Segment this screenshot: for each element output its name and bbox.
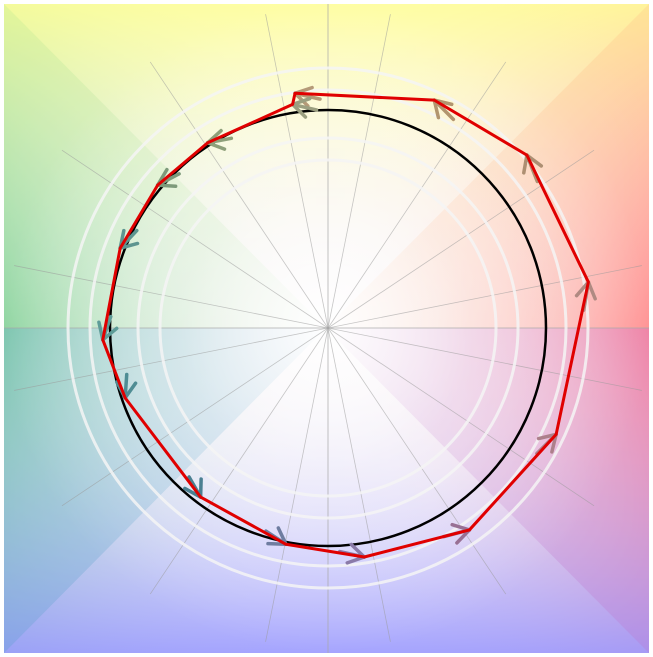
reference-circle-stroke — [108, 108, 548, 548]
chroma-ring — [136, 136, 520, 520]
chroma-ring — [66, 66, 590, 590]
hue-spoke — [327, 14, 391, 329]
arrow-head — [450, 522, 472, 532]
shift-arrow — [290, 96, 319, 119]
chroma-ring — [158, 158, 498, 498]
hue-spoke — [61, 149, 329, 329]
chroma-rings — [66, 66, 590, 590]
hue-spoke — [14, 327, 329, 391]
arrow-head — [276, 526, 288, 547]
hue-spoke — [149, 327, 329, 595]
arrow-head — [455, 528, 472, 545]
arrow-shaft — [290, 102, 319, 112]
arrow-head — [205, 140, 227, 151]
hue-spoke — [265, 14, 329, 329]
hue-spoke — [327, 327, 391, 642]
arrow-head — [101, 326, 119, 342]
arrow-head — [118, 241, 140, 250]
arrow-head — [290, 102, 308, 119]
hue-spoke — [14, 265, 329, 329]
chroma-ring — [88, 88, 568, 568]
arrow-head — [536, 432, 558, 441]
arrow-head — [155, 183, 178, 189]
measured-path-line — [101, 91, 590, 559]
hue-spoke — [327, 61, 507, 329]
hue-spoke — [327, 327, 642, 391]
arrow-head — [290, 96, 312, 107]
measured-path — [101, 91, 590, 559]
hue-spoke — [149, 61, 329, 329]
hue-spoke — [327, 327, 507, 595]
hue-spoke — [327, 265, 642, 329]
hue-spoke — [61, 327, 329, 507]
reference-circle — [108, 108, 548, 548]
hue-spoke — [265, 327, 329, 642]
arrow-head — [198, 477, 203, 499]
hue-spokes — [14, 14, 642, 642]
arrow-head — [522, 153, 529, 175]
arrow-head — [349, 542, 367, 559]
arrow-shaft — [123, 372, 129, 400]
arrow-head — [123, 381, 138, 400]
arrow-head — [432, 98, 441, 120]
arrow-head — [293, 91, 310, 108]
hue-spoke — [327, 149, 595, 329]
arrow-head — [586, 280, 597, 301]
hue-spoke — [327, 327, 595, 507]
